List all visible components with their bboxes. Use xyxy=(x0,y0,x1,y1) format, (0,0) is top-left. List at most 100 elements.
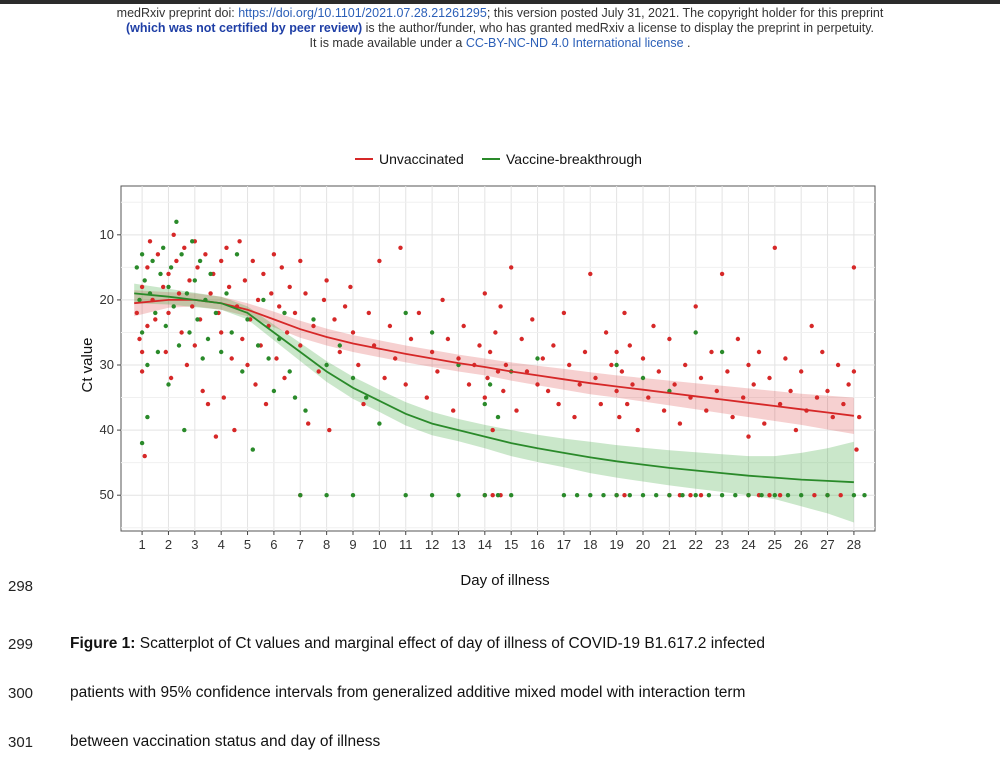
y-tick-label: 40 xyxy=(100,422,114,437)
doi-link[interactable]: https://doi.org/10.1101/2021.07.28.21261… xyxy=(238,6,487,20)
x-axis-title: Day of illness xyxy=(460,572,549,589)
legend-label-unvaccinated: Unvaccinated xyxy=(379,151,464,167)
data-point xyxy=(179,252,184,257)
fit-line xyxy=(134,299,855,417)
data-point xyxy=(163,349,168,355)
data-point xyxy=(725,369,730,374)
data-point xyxy=(429,349,435,355)
data-point xyxy=(577,382,582,387)
data-point xyxy=(234,252,240,257)
data-point xyxy=(498,304,503,309)
data-point xyxy=(261,297,266,303)
data-point xyxy=(588,271,593,277)
data-point xyxy=(656,369,661,374)
data-point xyxy=(176,343,182,348)
data-point xyxy=(337,349,342,355)
data-point xyxy=(205,336,211,342)
data-point xyxy=(145,362,150,368)
data-point xyxy=(799,493,804,498)
license-note: is the author/funder, who has granted me… xyxy=(362,21,875,35)
data-point xyxy=(688,493,693,498)
data-point xyxy=(456,493,461,498)
data-point xyxy=(166,382,171,387)
data-point xyxy=(635,427,640,433)
banner-line-3: It is made available under a CC-BY-NC-ND… xyxy=(0,36,1000,51)
data-point xyxy=(145,323,150,329)
data-point xyxy=(693,330,698,335)
data-point xyxy=(398,245,403,250)
data-point xyxy=(746,434,751,439)
data-point xyxy=(777,401,783,407)
data-point xyxy=(503,362,509,368)
banner-line-2: (which was not certified by peer review)… xyxy=(0,21,1000,36)
data-point xyxy=(814,395,820,400)
data-point xyxy=(495,493,501,498)
data-point xyxy=(841,401,846,407)
data-point xyxy=(190,239,195,244)
data-point xyxy=(812,493,817,498)
data-point xyxy=(403,493,408,498)
data-point xyxy=(709,349,714,355)
data-point xyxy=(680,493,685,498)
x-tick-label: 11 xyxy=(399,537,413,552)
legend-label-vaccine-breakthrough: Vaccine-breakthrough xyxy=(506,151,642,167)
x-tick-label: 13 xyxy=(451,537,465,552)
data-point xyxy=(266,356,271,361)
data-point xyxy=(166,271,171,277)
data-point xyxy=(321,297,327,303)
data-point xyxy=(862,493,867,498)
data-point xyxy=(622,493,627,498)
data-point xyxy=(733,493,738,498)
data-point xyxy=(145,414,150,420)
data-point xyxy=(240,336,245,342)
figure-caption-line-3: between vaccination status and day of il… xyxy=(70,733,381,750)
data-point xyxy=(646,395,651,400)
data-point xyxy=(327,427,332,433)
data-point xyxy=(153,317,158,322)
x-tick-label: 3 xyxy=(191,537,198,552)
data-point xyxy=(466,382,472,387)
data-point xyxy=(614,349,619,355)
data-point xyxy=(324,362,329,368)
data-point xyxy=(168,375,174,381)
data-point xyxy=(176,291,182,296)
data-point xyxy=(366,310,371,316)
figure-label: Figure 1: xyxy=(70,635,136,652)
line-number: 300 xyxy=(8,685,34,702)
data-point xyxy=(482,401,487,407)
data-point xyxy=(719,493,725,498)
data-point xyxy=(535,382,540,387)
license-link[interactable]: CC-BY-NC-ND 4.0 International license xyxy=(465,36,684,50)
data-point xyxy=(762,421,767,426)
data-point xyxy=(601,493,606,498)
data-point xyxy=(693,493,698,498)
data-point xyxy=(253,382,258,387)
data-point xyxy=(799,369,804,374)
data-point xyxy=(672,382,677,387)
data-point xyxy=(403,382,408,387)
data-point xyxy=(298,493,303,498)
data-point xyxy=(451,408,456,413)
data-point xyxy=(530,317,535,322)
x-tick-label: 10 xyxy=(372,537,386,552)
data-point xyxy=(683,362,688,368)
y-tick-label: 10 xyxy=(100,227,114,242)
x-tick-label: 5 xyxy=(244,537,251,552)
x-tick-label: 9 xyxy=(349,537,356,552)
data-point xyxy=(622,310,627,316)
data-point xyxy=(155,349,161,355)
grid xyxy=(121,186,875,531)
data-point xyxy=(777,493,783,498)
data-point xyxy=(730,414,735,420)
x-tick-label: 19 xyxy=(609,537,623,552)
data-point xyxy=(261,271,266,277)
data-point xyxy=(408,336,414,342)
data-point xyxy=(495,414,501,420)
data-point xyxy=(229,356,234,361)
data-point xyxy=(772,245,777,250)
data-point xyxy=(851,493,857,498)
data-point xyxy=(242,278,248,283)
data-point xyxy=(174,219,179,224)
data-point xyxy=(495,369,501,374)
data-point xyxy=(287,284,292,290)
